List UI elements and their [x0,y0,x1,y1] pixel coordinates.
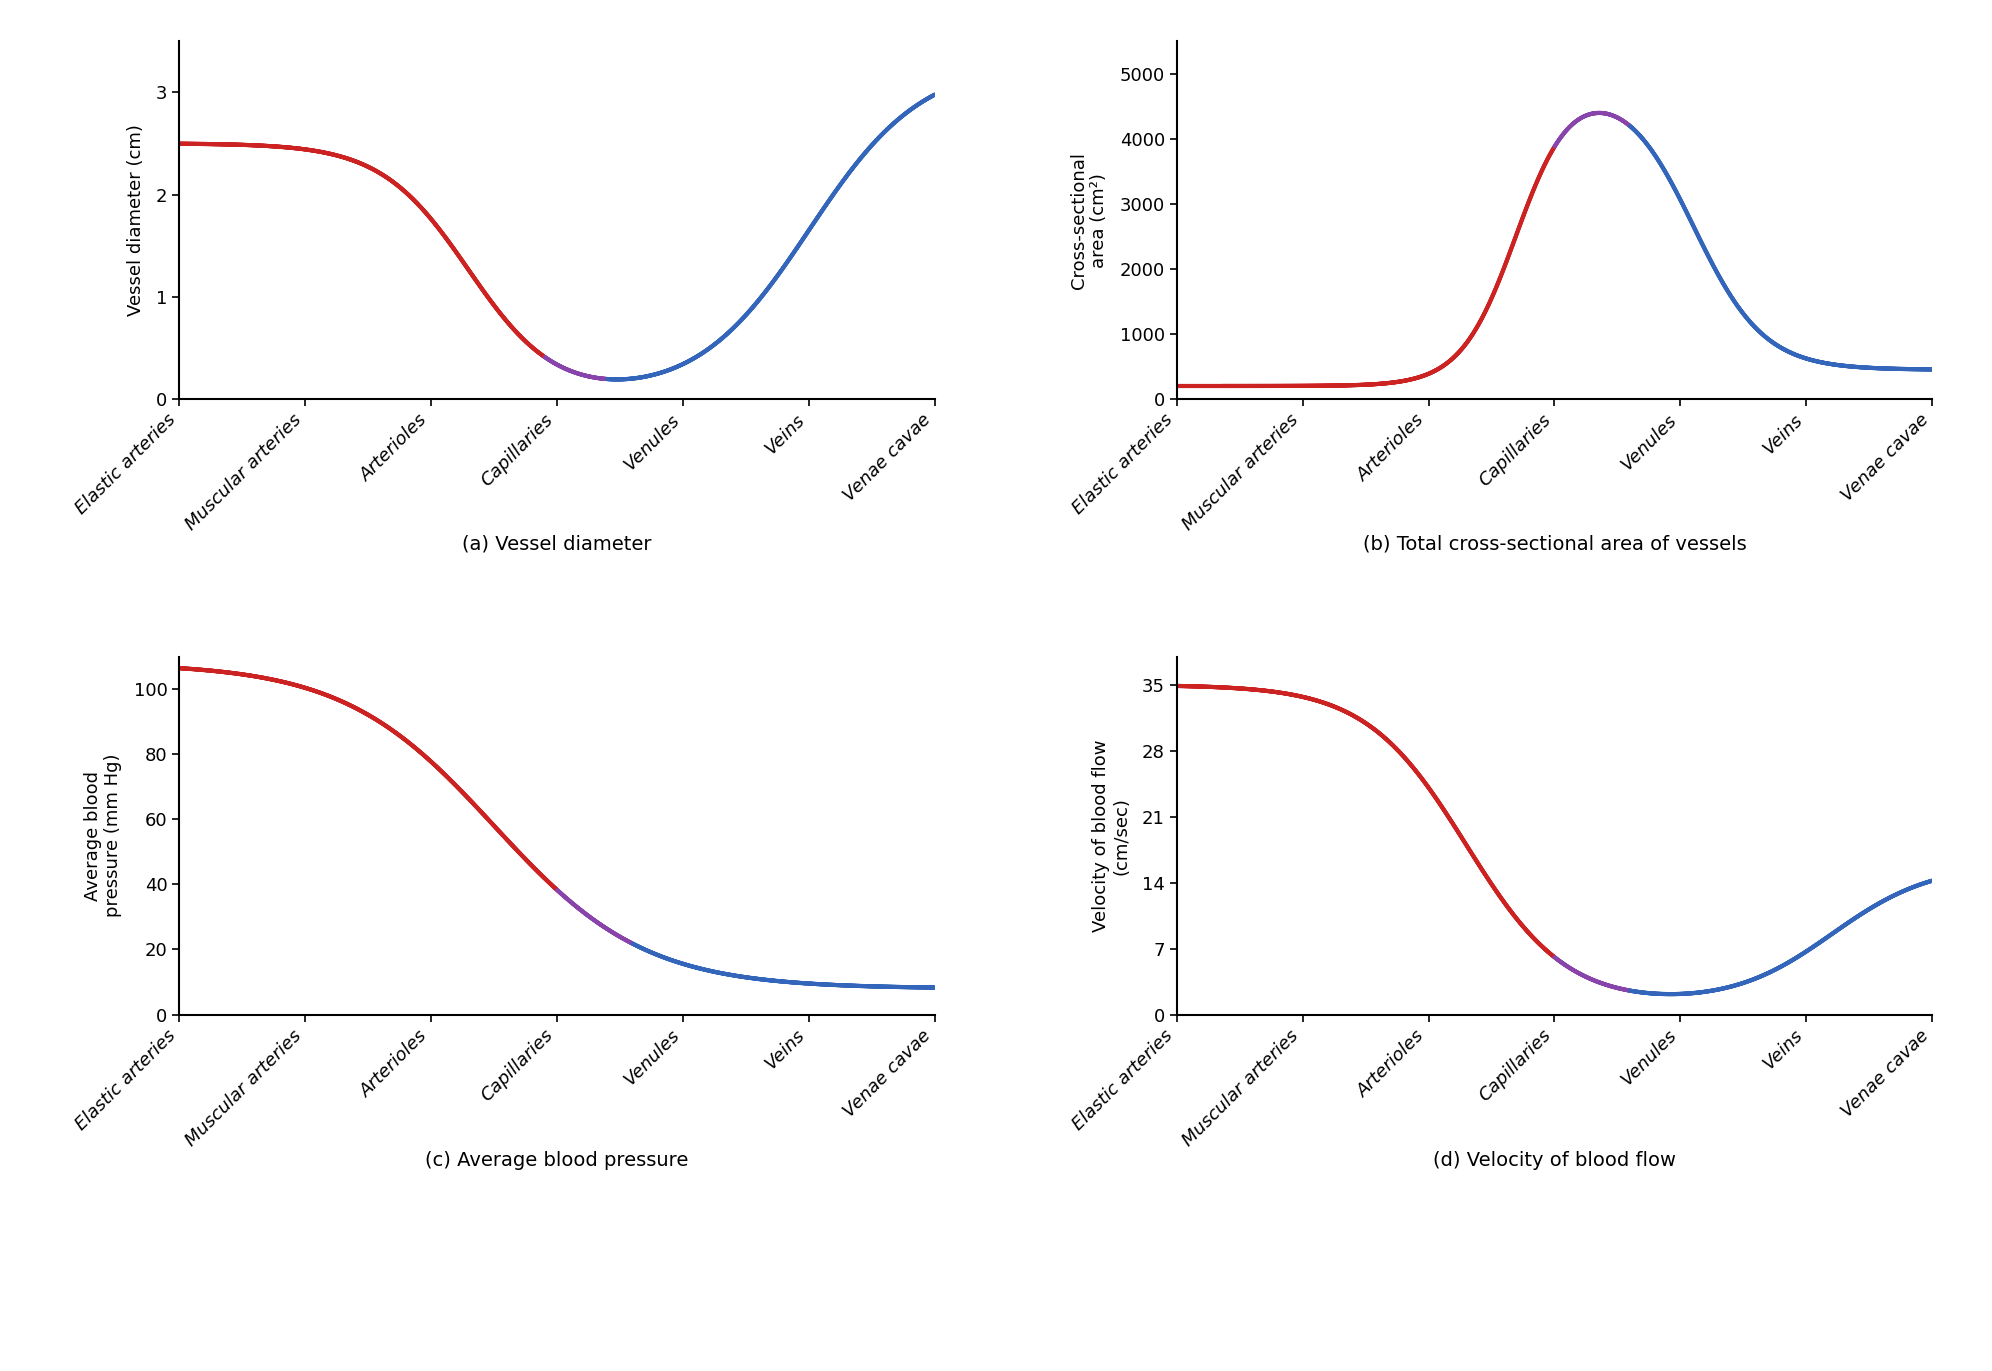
Y-axis label: Cross-sectional
area (cm²): Cross-sectional area (cm²) [1070,152,1108,288]
Y-axis label: Vessel diameter (cm): Vessel diameter (cm) [127,125,145,315]
Text: (d) Velocity of blood flow: (d) Velocity of blood flow [1432,1150,1675,1169]
Y-axis label: Velocity of blood flow
(cm/sec): Velocity of blood flow (cm/sec) [1092,739,1131,932]
Y-axis label: Average blood
pressure (mm Hg): Average blood pressure (mm Hg) [84,754,122,917]
Text: (a) Vessel diameter: (a) Vessel diameter [462,535,651,554]
Text: (b) Total cross-sectional area of vessels: (b) Total cross-sectional area of vessel… [1363,535,1747,554]
Text: (c) Average blood pressure: (c) Average blood pressure [426,1150,689,1169]
